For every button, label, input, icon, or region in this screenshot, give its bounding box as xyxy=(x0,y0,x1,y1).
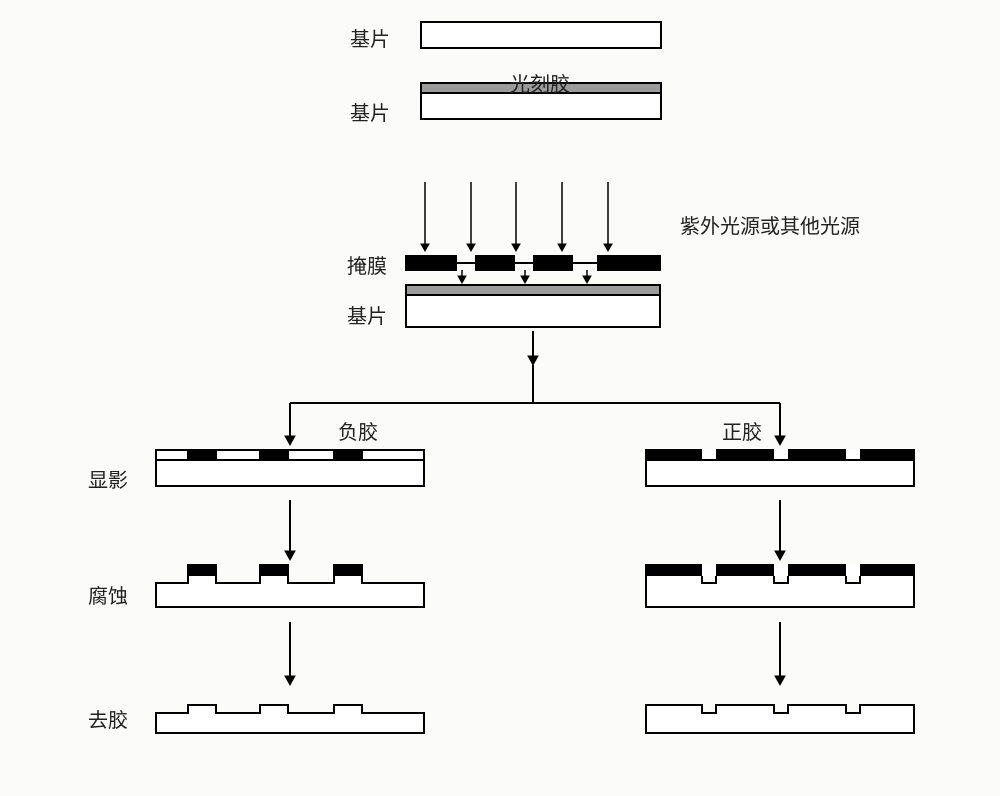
label-lightsource: 紫外光源或其他光源 xyxy=(680,210,860,239)
diagram-canvas xyxy=(0,0,1000,796)
label-develop: 显影 xyxy=(88,464,128,493)
label-photoresist: 光刻胶 xyxy=(510,68,570,97)
label-strip: 去胶 xyxy=(88,704,128,733)
label-substrate-1: 基片 xyxy=(350,23,390,52)
label-substrate-3: 基片 xyxy=(347,300,387,329)
label-substrate-2: 基片 xyxy=(350,97,390,126)
label-etch: 腐蚀 xyxy=(88,580,128,609)
label-negative: 负胶 xyxy=(338,416,378,445)
label-mask: 掩膜 xyxy=(347,250,387,279)
label-positive: 正胶 xyxy=(722,416,762,445)
